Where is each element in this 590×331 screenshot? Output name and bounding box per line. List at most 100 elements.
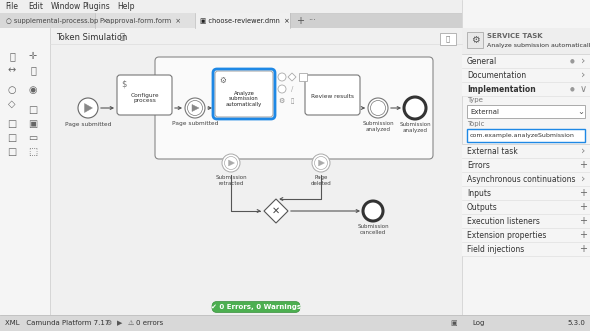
- FancyBboxPatch shape: [212, 302, 300, 312]
- Circle shape: [225, 157, 238, 169]
- Polygon shape: [192, 105, 199, 112]
- Text: ●: ●: [569, 59, 575, 64]
- Text: Errors: Errors: [467, 161, 490, 169]
- Text: 🗑: 🗑: [290, 98, 294, 104]
- Text: Review results: Review results: [311, 94, 354, 100]
- Text: ···: ···: [308, 16, 316, 25]
- Text: Page
deleted: Page deleted: [310, 175, 332, 186]
- Text: ↔: ↔: [8, 65, 16, 75]
- Text: 0 errors: 0 errors: [136, 320, 163, 326]
- Text: ○: ○: [8, 85, 17, 95]
- Circle shape: [278, 73, 286, 81]
- Text: General: General: [467, 57, 497, 66]
- Text: 5.3.0: 5.3.0: [567, 320, 585, 326]
- Text: +: +: [579, 202, 587, 212]
- Polygon shape: [264, 199, 288, 223]
- Text: ▣: ▣: [28, 119, 38, 129]
- FancyBboxPatch shape: [155, 57, 433, 159]
- Text: Edit: Edit: [28, 2, 43, 11]
- Text: □: □: [7, 133, 17, 143]
- Text: ⟋: ⟋: [30, 65, 36, 75]
- Bar: [462, 82, 590, 96]
- Text: +: +: [579, 160, 587, 170]
- Text: Extension properties: Extension properties: [467, 230, 546, 240]
- Text: +: +: [579, 244, 587, 254]
- Text: 🗺: 🗺: [446, 36, 450, 42]
- Bar: [462, 228, 590, 242]
- Text: ▭: ▭: [28, 133, 38, 143]
- Text: ✛: ✛: [29, 51, 37, 61]
- Text: +: +: [579, 216, 587, 226]
- Text: Page submitted: Page submitted: [172, 121, 218, 126]
- Text: Configure
process: Configure process: [130, 93, 159, 103]
- Text: Submission
analyzed: Submission analyzed: [399, 122, 431, 133]
- Text: Implementation: Implementation: [467, 84, 536, 93]
- Bar: [462, 200, 590, 214]
- Text: File: File: [5, 2, 18, 11]
- Text: ✋: ✋: [9, 51, 15, 61]
- Text: ⚙: ⚙: [219, 76, 226, 85]
- Text: Outputs: Outputs: [467, 203, 498, 212]
- Bar: [462, 144, 590, 158]
- Text: ✔ 0 Errors, 0 Warnings: ✔ 0 Errors, 0 Warnings: [211, 304, 301, 310]
- Polygon shape: [319, 160, 324, 166]
- Polygon shape: [84, 104, 93, 113]
- Text: ⚠: ⚠: [128, 320, 135, 326]
- Text: ◉: ◉: [29, 85, 37, 95]
- FancyBboxPatch shape: [117, 75, 172, 115]
- Text: ✕: ✕: [272, 206, 280, 216]
- Text: Help: Help: [117, 2, 135, 11]
- Bar: [462, 0, 590, 331]
- Bar: [467, 32, 483, 48]
- Circle shape: [188, 101, 202, 116]
- Text: com.example.analyzeSubmission: com.example.analyzeSubmission: [470, 133, 575, 138]
- FancyBboxPatch shape: [215, 71, 273, 117]
- Text: Window: Window: [51, 2, 81, 11]
- Circle shape: [314, 157, 327, 169]
- Text: Asynchronous continuations: Asynchronous continuations: [467, 174, 575, 183]
- Text: Analyze submission automatically: Analyze submission automatically: [487, 42, 590, 48]
- Text: $: $: [121, 80, 126, 89]
- Text: ⚙: ⚙: [105, 320, 112, 326]
- Text: Field injections: Field injections: [467, 245, 525, 254]
- Text: Submission
cancelled: Submission cancelled: [357, 224, 389, 235]
- Text: ›: ›: [581, 70, 585, 80]
- Text: □: □: [7, 147, 17, 157]
- Bar: [462, 54, 590, 68]
- Bar: [0, 13, 590, 28]
- Text: +: +: [579, 188, 587, 198]
- Circle shape: [371, 101, 385, 116]
- Circle shape: [368, 98, 388, 118]
- Text: Page submitted: Page submitted: [65, 122, 111, 127]
- Text: ⌄: ⌄: [578, 107, 585, 116]
- Text: ›: ›: [581, 56, 585, 66]
- Text: /: /: [291, 86, 293, 92]
- Text: ›: ›: [581, 174, 585, 184]
- Bar: [95, 13, 195, 28]
- Text: XML   Camunda Platform 7.17: XML Camunda Platform 7.17: [5, 320, 109, 326]
- Bar: [0, 13, 95, 28]
- Text: Plugins: Plugins: [82, 2, 110, 11]
- Text: Execution listeners: Execution listeners: [467, 216, 540, 225]
- Circle shape: [278, 85, 286, 93]
- Text: ◇: ◇: [8, 99, 16, 109]
- Text: ⚙: ⚙: [471, 35, 479, 45]
- Text: Log: Log: [472, 320, 484, 326]
- Circle shape: [363, 201, 383, 221]
- Text: Token Simulation: Token Simulation: [56, 32, 127, 41]
- Text: ›: ›: [581, 146, 585, 156]
- Text: ●: ●: [569, 86, 575, 91]
- Bar: [0, 28, 462, 315]
- Text: Topic: Topic: [467, 121, 484, 127]
- Text: ∨: ∨: [579, 84, 586, 94]
- Circle shape: [185, 98, 205, 118]
- Text: External: External: [470, 109, 499, 115]
- Text: Inputs: Inputs: [467, 188, 491, 198]
- Bar: [0, 0, 590, 13]
- Bar: [462, 186, 590, 200]
- Bar: [462, 214, 590, 228]
- Text: ⚙: ⚙: [278, 98, 284, 104]
- Bar: [462, 13, 590, 28]
- Text: External task: External task: [467, 147, 518, 156]
- FancyBboxPatch shape: [305, 75, 360, 115]
